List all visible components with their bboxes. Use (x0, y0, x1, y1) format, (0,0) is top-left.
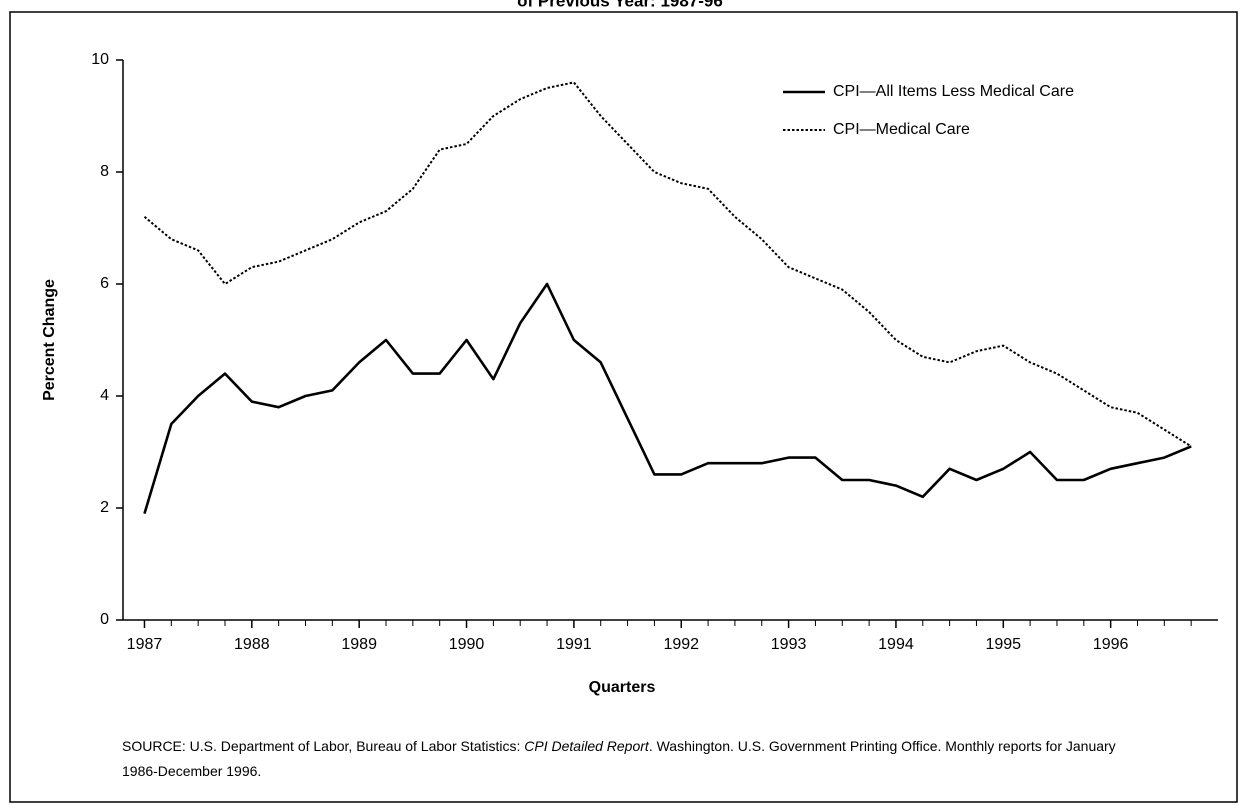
y-tick-label: 10 (91, 51, 109, 68)
x-tick-label: 1987 (127, 636, 163, 653)
source-note: SOURCE: U.S. Department of Labor, Bureau… (122, 734, 1122, 784)
y-axis-label: Percent Change (41, 279, 58, 401)
x-tick-label: 1989 (341, 636, 377, 653)
y-tick-label: 0 (100, 611, 109, 628)
x-tick-label: 1996 (1093, 636, 1129, 653)
x-tick-label: 1994 (878, 636, 914, 653)
frame (9, 11, 1238, 803)
y-tick-label: 2 (100, 499, 109, 516)
x-tick-label: 1990 (449, 636, 485, 653)
source-suffix: . Washington. U.S. Government Printing O… (122, 738, 1116, 779)
x-tick-label: 1992 (663, 636, 699, 653)
legend-label: CPI—Medical Care (833, 121, 970, 138)
legend-label: CPI—All Items Less Medical Care (833, 83, 1074, 100)
y-tick-label: 6 (100, 275, 109, 292)
x-tick-label: 1988 (234, 636, 270, 653)
y-tick-label: 8 (100, 163, 109, 180)
series-line (143, 81, 1192, 448)
x-axis-label: Quarters (589, 679, 656, 696)
x-tick-label: 1991 (556, 636, 592, 653)
x-tick-label: 1993 (771, 636, 807, 653)
series-line (143, 282, 1192, 514)
source-italic: CPI Detailed Report (524, 738, 649, 754)
y-tick-label: 4 (100, 387, 109, 404)
source-prefix: SOURCE: U.S. Department of Labor, Bureau… (122, 738, 525, 754)
x-tick-label: 1995 (985, 636, 1021, 653)
chart-title: of Previous Year: 1987-96 (517, 0, 723, 10)
